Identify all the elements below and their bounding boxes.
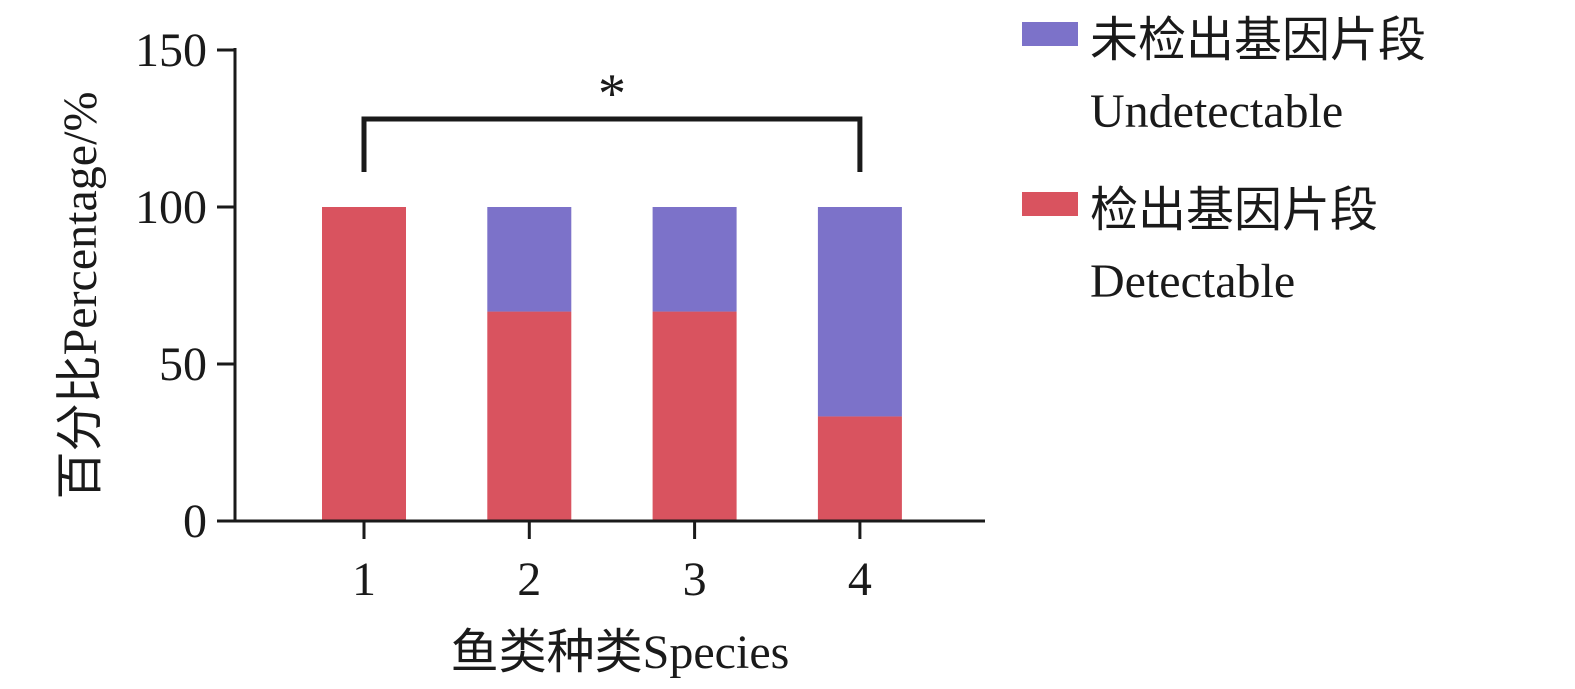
bar-3-series-2 xyxy=(652,207,737,312)
bars-layer xyxy=(322,207,902,521)
legend-label-en-1: Undetectable xyxy=(1090,85,1343,138)
bar-1-series-1 xyxy=(322,207,406,521)
significance-bracket xyxy=(361,116,863,172)
legend: 未检出基因片段 Undetectable 检出基因片段 Detectable xyxy=(1022,14,1426,308)
bar-4-series-2 xyxy=(817,207,902,417)
y-tick-label-50: 50 xyxy=(159,338,207,391)
x-tick-label-4: 4 xyxy=(848,553,872,606)
bar-2-series-2 xyxy=(487,207,572,312)
significance-annotation: * xyxy=(361,63,863,172)
axes-layer: 0 50 100 150 1 2 3 4 xyxy=(135,24,985,606)
y-tick-label-150: 150 xyxy=(135,24,207,77)
bar-4-series-1 xyxy=(817,416,902,521)
x-tick-label-3: 3 xyxy=(683,553,707,606)
legend-label-zh-1: 未检出基因片段 xyxy=(1090,14,1426,67)
legend-swatch-2 xyxy=(1022,192,1078,216)
legend-label-en-2: Detectable xyxy=(1090,255,1295,308)
x-axis-title: 鱼类种类Species xyxy=(451,626,790,679)
y-axis-title: 百分比Percentage/% xyxy=(54,92,107,500)
x-tick-label-1: 1 xyxy=(352,553,376,606)
significance-star: * xyxy=(598,63,626,125)
bar-2-series-1 xyxy=(487,311,572,521)
y-tick-label-100: 100 xyxy=(135,181,207,234)
y-tick-label-0: 0 xyxy=(183,495,207,548)
bar-3-series-1 xyxy=(652,311,737,521)
legend-swatch-1 xyxy=(1022,22,1078,46)
legend-label-zh-2: 检出基因片段 xyxy=(1090,184,1378,237)
x-tick-label-2: 2 xyxy=(517,553,541,606)
